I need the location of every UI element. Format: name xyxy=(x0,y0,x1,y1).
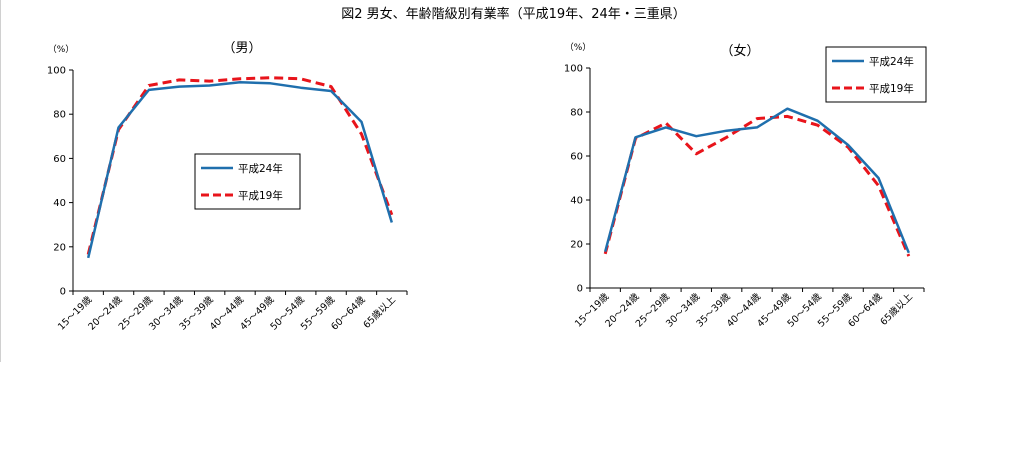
y-tick-label: 0 xyxy=(577,284,583,295)
x-tick-label: 60～64歳 xyxy=(329,293,368,332)
series-line-h24 xyxy=(603,107,910,254)
y-tick-label: 40 xyxy=(53,198,66,209)
x-tick-label: 60～64歳 xyxy=(846,290,885,329)
chart-title: （男） xyxy=(222,41,261,56)
y-tick-label: 0 xyxy=(60,287,66,298)
y-unit-label: （%） xyxy=(48,44,75,55)
y-tick-label: 60 xyxy=(53,154,66,165)
legend-label: 平成19年 xyxy=(869,82,914,95)
legend-label: 平成24年 xyxy=(869,55,914,68)
y-tick-label: 20 xyxy=(570,240,583,251)
chart-title: （女） xyxy=(720,43,759,59)
figure-title: 図2 男女、年齢階級別有業率（平成19年、24年・三重県） xyxy=(341,7,686,22)
y-unit-label: （%） xyxy=(565,42,592,53)
legend-box xyxy=(825,46,927,103)
y-tick-label: 20 xyxy=(53,242,66,253)
x-tick-label: 65歳以上 xyxy=(878,290,916,328)
series-line-h19 xyxy=(603,114,911,257)
y-tick-label: 100 xyxy=(47,66,66,77)
frame-border xyxy=(0,0,1,362)
y-tick-label: 60 xyxy=(570,152,583,163)
x-tick-label: 65歳以上 xyxy=(361,293,399,331)
y-tick-label: 80 xyxy=(570,108,583,119)
legend-label: 平成19年 xyxy=(238,189,283,202)
chart-panel-male: （男）（%）02040608010015～19歳20～24歳25～29歳30～3… xyxy=(47,41,408,333)
legend-box xyxy=(194,153,301,210)
legend-label: 平成24年 xyxy=(238,162,283,175)
y-tick-label: 80 xyxy=(53,110,66,121)
y-tick-label: 100 xyxy=(564,64,583,75)
y-tick-label: 40 xyxy=(570,196,583,207)
chart-panel-female: （女）（%）02040608010015～19歳20～24歳25～29歳30～3… xyxy=(564,42,927,330)
series-line-h24 xyxy=(86,80,393,259)
